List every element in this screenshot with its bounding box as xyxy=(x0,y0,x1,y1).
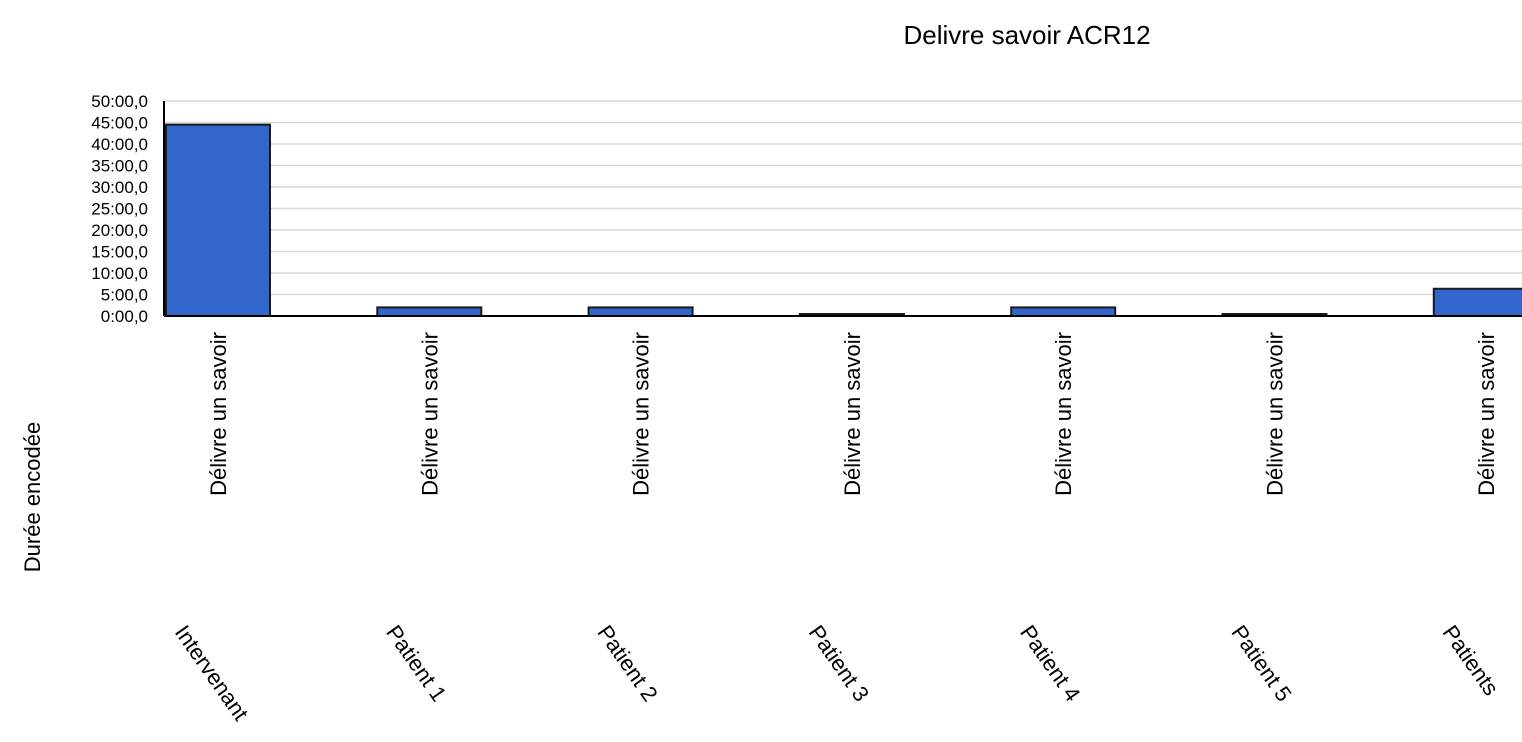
category-label: Délivre un savoir xyxy=(1474,332,1499,496)
bars xyxy=(165,123,1522,318)
group-label-patient-2: Patient 2 xyxy=(593,621,663,706)
y-tick-label: 0:00,0 xyxy=(101,307,148,326)
y-tick-label: 45:00,0 xyxy=(91,114,148,133)
category-label: Délivre un savoir xyxy=(206,332,231,496)
axes xyxy=(163,101,1522,317)
gridlines xyxy=(164,100,1522,296)
y-axis-ticks: 0:00,0 5:00,0 10:00,0 15:00,0 20:00,0 25:00,0… xyxy=(91,92,148,326)
y-tick-label: 40:00,0 xyxy=(91,135,148,154)
y-tick-label: 15:00,0 xyxy=(91,243,148,262)
y-tick-label: 30:00,0 xyxy=(91,178,148,197)
bar-patient-1 xyxy=(376,306,483,317)
group-label-patient-1: Patient 1 xyxy=(381,621,451,706)
category-label: Délivre un savoir xyxy=(1263,332,1288,496)
y-tick-label: 25:00,0 xyxy=(91,200,148,219)
group-label-intervenant: Intervenant xyxy=(170,621,254,726)
bar-patient-2 xyxy=(587,306,694,317)
y-tick-label: 50:00,0 xyxy=(91,92,148,111)
chart-title: Delivre savoir ACR12 xyxy=(903,20,1150,50)
y-tick-label: 5:00,0 xyxy=(101,286,148,305)
group-labels: Intervenant Patient 1 Patient 2 Patient 3 Pa… xyxy=(170,621,1504,726)
category-label: Délivre un savoir xyxy=(629,332,654,496)
y-axis-label: Durée encodée xyxy=(20,422,45,572)
group-label-patients: Patients xyxy=(1438,621,1504,700)
bar-patient-4 xyxy=(1010,306,1117,317)
group-label-patient-5: Patient 5 xyxy=(1226,621,1296,706)
y-tick-label: 35:00,0 xyxy=(91,157,148,176)
y-tick-label: 10:00,0 xyxy=(91,264,148,283)
category-label: Délivre un savoir xyxy=(1051,332,1076,496)
category-label: Délivre un savoir xyxy=(417,332,442,496)
y-tick-label: 20:00,0 xyxy=(91,221,148,240)
category-label: Délivre un savoir xyxy=(840,332,865,496)
bar-patients xyxy=(1432,287,1522,317)
group-label-patient-4: Patient 4 xyxy=(1015,621,1085,706)
group-label-patient-3: Patient 3 xyxy=(804,621,874,706)
category-labels: Délivre un savoir Délivre un savoir Délivr… xyxy=(206,332,1499,496)
bar-intervenant xyxy=(165,123,271,318)
